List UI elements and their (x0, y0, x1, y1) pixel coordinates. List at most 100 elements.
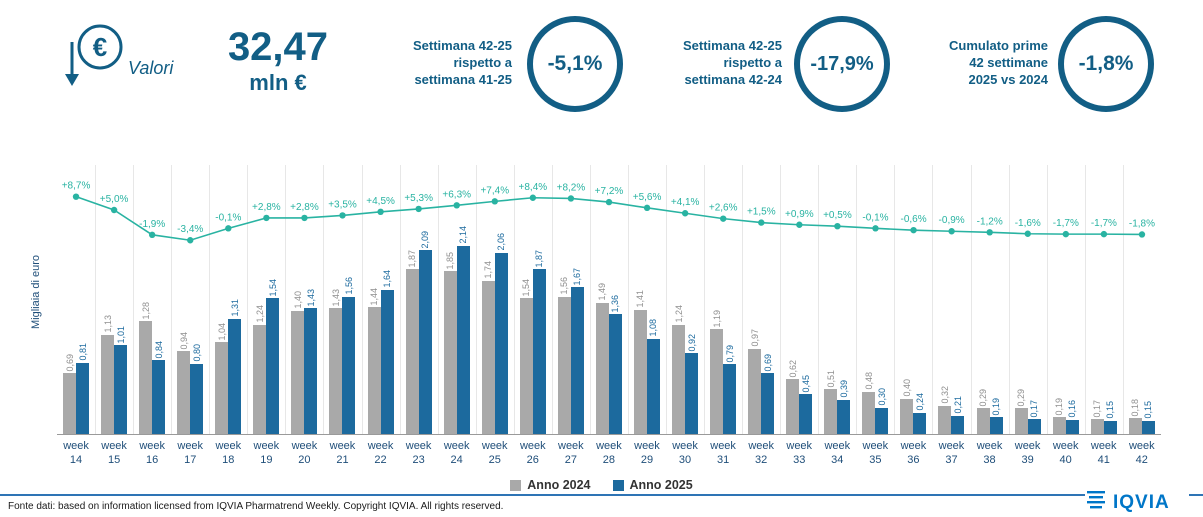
bar-anno-2024[interactable] (672, 324, 686, 434)
x-axis-label: week 21 (329, 440, 356, 467)
week-group: 1,40 1,43 (285, 165, 323, 434)
bar-anno-2025[interactable] (913, 412, 927, 434)
legend-item[interactable]: Anno 2025 (612, 478, 693, 492)
bar-anno-2024[interactable] (253, 324, 267, 434)
x-axis-label: week 15 (101, 440, 127, 467)
bar-anno-2024[interactable] (177, 351, 191, 434)
y-axis-label: Migliaia di euro (30, 255, 42, 329)
bar-anno-2025[interactable] (532, 269, 546, 434)
bar-anno-2024[interactable] (633, 309, 647, 434)
bar-anno-2024[interactable] (329, 308, 343, 434)
bar-anno-2025[interactable] (1103, 420, 1117, 434)
bar-anno-2024[interactable] (748, 348, 762, 434)
bar-wrap: 1,49 (595, 165, 609, 434)
legend-swatch (612, 479, 624, 491)
bar-value-label-2024: 1,41 (635, 290, 646, 308)
bar-anno-2024[interactable] (710, 329, 724, 434)
bar-wrap: 0,69 (761, 165, 775, 434)
bar-anno-2025[interactable] (608, 314, 622, 434)
bar-anno-2025[interactable] (761, 373, 775, 434)
bar-anno-2024[interactable] (139, 321, 153, 434)
x-axis-label: week 37 (938, 440, 965, 467)
bar-anno-2025[interactable] (266, 298, 280, 434)
bar-anno-2024[interactable] (443, 271, 457, 434)
bar-anno-2025[interactable] (228, 318, 242, 434)
bar-anno-2025[interactable] (76, 362, 90, 434)
legend-label: Anno 2025 (629, 478, 693, 492)
bar-anno-2024[interactable] (824, 389, 838, 434)
bar-anno-2024[interactable] (519, 298, 533, 434)
bar-anno-2024[interactable] (976, 408, 990, 434)
kpi-value-week-vs-prev-week: -5,1% (547, 52, 603, 75)
bar-anno-2024[interactable] (1052, 417, 1066, 434)
bar-value-label-2025: 1,43 (305, 288, 316, 307)
bar-anno-2025[interactable] (114, 345, 128, 434)
bar-anno-2025[interactable] (989, 417, 1003, 434)
bar-wrap: 0,19 (989, 165, 1003, 434)
bar-value-label-2024: 0,62 (787, 359, 798, 378)
bar-wrap: 1,13 (101, 165, 115, 434)
bar-anno-2025[interactable] (570, 287, 584, 434)
bar-wrap: 2,09 (418, 165, 432, 434)
x-axis-label: week 16 (139, 440, 165, 467)
bar-anno-2024[interactable] (938, 405, 952, 434)
bar-anno-2025[interactable] (1141, 420, 1155, 434)
bar-anno-2024[interactable] (1128, 418, 1142, 434)
bar-anno-2024[interactable] (101, 334, 115, 434)
bar-anno-2025[interactable] (418, 250, 432, 434)
bar-value-label-2025: 0,69 (762, 353, 773, 372)
bar-anno-2025[interactable] (304, 308, 318, 434)
bar-anno-2024[interactable] (1090, 419, 1104, 434)
bar-anno-2024[interactable] (405, 269, 419, 434)
bar-anno-2025[interactable] (190, 363, 204, 434)
bar-wrap: 1,01 (114, 165, 128, 434)
x-axis-label: week 25 (481, 440, 508, 467)
bar-value-label-2025: 1,31 (229, 299, 240, 317)
bar-wrap: 1,40 (291, 165, 305, 434)
week-group: 0,29 0,17 (1009, 165, 1047, 434)
bar-anno-2024[interactable] (481, 280, 495, 434)
week-group: 0,32 0,21 (932, 165, 970, 434)
bar-anno-2025[interactable] (875, 407, 889, 434)
bar-anno-2025[interactable] (799, 394, 813, 434)
bar-anno-2025[interactable] (380, 289, 394, 434)
bar-anno-2025[interactable] (685, 353, 699, 434)
bar-anno-2024[interactable] (367, 307, 381, 434)
bar-anno-2024[interactable] (1014, 408, 1028, 434)
bar-anno-2024[interactable] (900, 398, 914, 434)
bar-wrap: 1,56 (557, 165, 571, 434)
legend-label: Anno 2024 (527, 478, 591, 492)
bar-value-label-2025: 0,81 (77, 343, 88, 361)
bar-wrap: 1,24 (253, 165, 267, 434)
bar-anno-2024[interactable] (595, 302, 609, 434)
bar-wrap: 0,81 (76, 165, 90, 434)
kpi-value-cumulative: -1,8% (1078, 52, 1134, 75)
bar-anno-2024[interactable] (786, 379, 800, 434)
bar-anno-2025[interactable] (951, 415, 965, 434)
bar-anno-2025[interactable] (456, 245, 470, 434)
bar-anno-2024[interactable] (291, 310, 305, 434)
bar-anno-2024[interactable] (557, 296, 571, 434)
bar-anno-2025[interactable] (837, 399, 851, 434)
bar-anno-2025[interactable] (342, 296, 356, 434)
week-group: 1,41 1,08 (628, 165, 666, 434)
bar-anno-2025[interactable] (1027, 419, 1041, 434)
bar-wrap: 1,54 (519, 165, 533, 434)
bar-wrap: 1,85 (443, 165, 457, 434)
bar-anno-2025[interactable] (1065, 419, 1079, 434)
legend-swatch (510, 479, 522, 491)
bar-anno-2024[interactable] (862, 391, 876, 434)
bar-anno-2025[interactable] (494, 252, 508, 434)
bar-wrap: 0,29 (976, 165, 990, 434)
legend-item[interactable]: Anno 2024 (510, 478, 591, 492)
bar-value-label-2024: 1,43 (330, 288, 341, 307)
bar-value-label-2025: 0,24 (914, 393, 925, 411)
bar-anno-2024[interactable] (215, 342, 229, 434)
bar-anno-2025[interactable] (646, 338, 660, 434)
bar-anno-2025[interactable] (723, 364, 737, 434)
bar-wrap: 1,56 (342, 165, 356, 434)
bar-anno-2025[interactable] (152, 360, 166, 434)
bar-wrap: 1,44 (367, 165, 381, 434)
bar-anno-2024[interactable] (63, 373, 77, 434)
